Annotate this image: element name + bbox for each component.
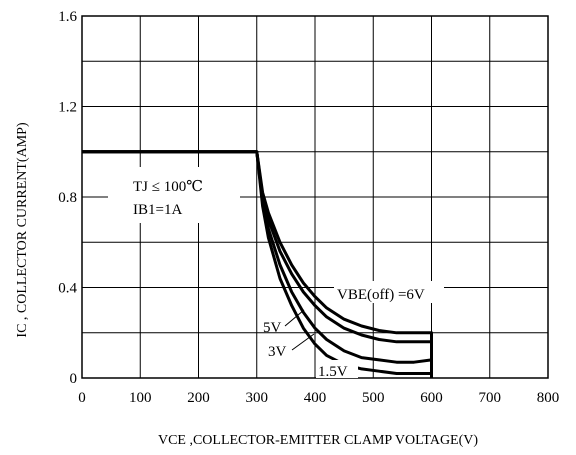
x-tick-labels: 0 100 200 300 400 500 600 700 800	[78, 390, 559, 406]
x-axis-title: VCE ,COLLECTOR-EMITTER CLAMP VOLTAGE(V)	[158, 433, 478, 448]
vbe6-label-bg	[334, 281, 444, 303]
vbe15-label: 1.5V	[318, 364, 348, 380]
plot-frame	[81, 15, 549, 379]
x-tick-label: 800	[537, 390, 560, 406]
x-tick-label: 300	[246, 390, 269, 406]
x-tick-label: 0	[78, 390, 86, 406]
vbe5-label: 5V	[263, 320, 282, 336]
y-tick-label: 0	[70, 371, 78, 387]
annotation-box: TJ ≤ 100℃ IB1=1A	[108, 167, 240, 223]
vbe3-label: 3V	[268, 344, 287, 360]
tj-annotation: TJ ≤ 100℃	[133, 179, 203, 195]
series-line-3	[82, 150, 433, 378]
series-layer	[82, 150, 433, 378]
y-axis-title: IC , COLLECTOR CURRENT(AMP)	[15, 122, 30, 338]
x-tick-label: 600	[420, 390, 443, 406]
y-tick-label: 1.6	[58, 9, 77, 25]
vbe5-leader	[284, 309, 305, 327]
y-tick-label: 1.2	[58, 100, 77, 116]
y-tick-label: 0.4	[58, 281, 77, 297]
y-tick-label: 0.8	[58, 190, 77, 206]
y-tick-labels: 0 0.4 0.8 1.2 1.6	[58, 9, 77, 387]
ib-annotation: IB1=1A	[133, 202, 182, 218]
x-tick-label: 500	[362, 390, 385, 406]
x-tick-label: 400	[304, 390, 327, 406]
annotation-box-bg	[108, 167, 240, 223]
x-tick-label: 700	[479, 390, 502, 406]
vbe15-label-bg	[316, 360, 358, 378]
vbe6-label: VBE(off) =6V	[337, 287, 425, 303]
x-tick-label: 200	[187, 390, 210, 406]
x-tick-label: 100	[129, 390, 152, 406]
vbe3-leader	[291, 333, 315, 351]
